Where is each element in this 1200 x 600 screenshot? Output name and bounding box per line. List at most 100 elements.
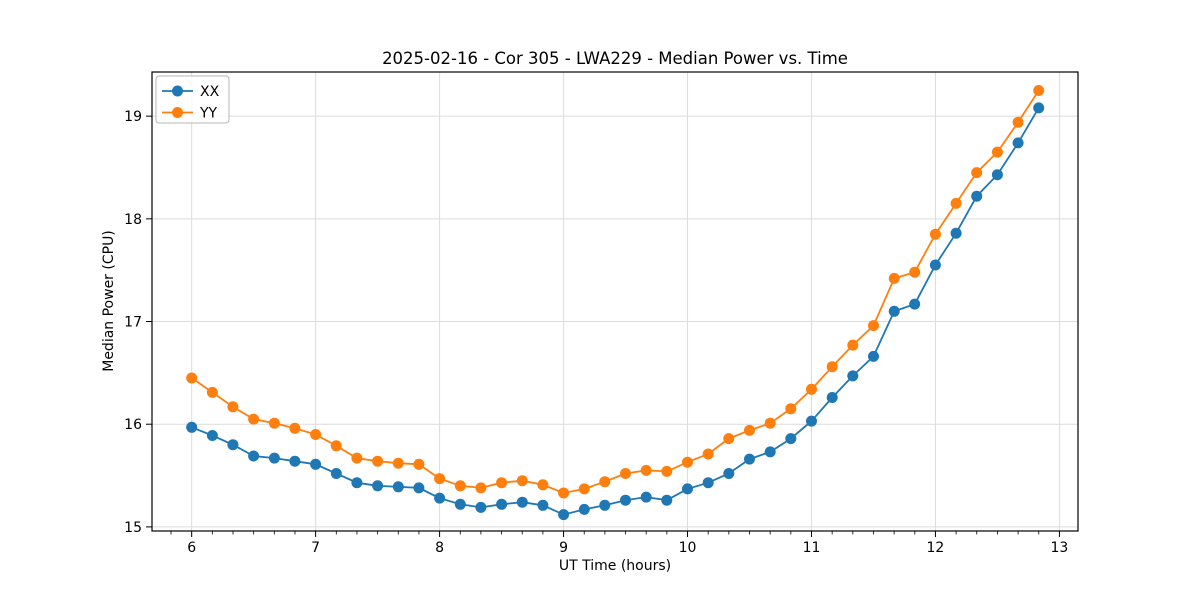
data-point-yy [248,413,260,425]
data-point-yy [558,487,570,499]
data-point-xx [847,370,859,382]
y-tick-label: 18 [124,212,142,228]
data-point-yy [991,146,1003,158]
data-point-xx [289,455,301,467]
data-point-xx [723,468,735,479]
data-point-yy [971,167,983,179]
data-point-yy [351,452,363,464]
data-point-xx [392,481,404,493]
data-point-xx [227,439,239,451]
data-point-yy [289,422,301,434]
data-point-yy [640,464,652,476]
data-point-yy [702,448,714,460]
data-point-yy [888,272,900,284]
data-point-yy [578,483,590,495]
data-point-xx [268,452,280,464]
data-point-xx [785,433,797,445]
data-point-yy [1012,116,1024,128]
data-point-yy [537,479,549,491]
x-tick-label: 12 [927,540,945,556]
data-point-yy [599,476,611,488]
data-point-xx [558,509,570,521]
data-point-yy [929,228,941,240]
legend-marker [172,85,183,97]
x-tick-label: 6 [187,540,196,556]
data-point-xx [186,421,198,433]
x-tick-label: 9 [559,540,568,556]
x-tick-label: 13 [1050,540,1068,556]
data-point-yy [330,440,342,452]
y-tick-label: 17 [124,315,142,331]
data-point-xx [454,498,466,510]
data-point-xx [991,169,1003,181]
x-tick-label: 11 [803,540,821,556]
data-point-xx [702,477,714,489]
data-point-xx [372,480,384,492]
x-tick-label: 10 [679,540,697,556]
data-point-xx [888,305,900,317]
data-point-xx [929,259,941,271]
x-tick-label: 8 [435,540,444,556]
x-tick-label: 7 [311,540,320,556]
data-point-xx [413,482,425,494]
data-point-xx [434,492,446,504]
data-point-xx [475,501,487,513]
data-point-yy [868,320,879,332]
data-point-xx [1012,137,1024,149]
data-point-xx [950,227,962,239]
series-line-xx [191,107,1040,516]
data-point-yy [806,383,817,395]
legend-label: XX [200,84,220,100]
data-point-yy [785,403,797,415]
y-axis-label: Median Power (CPU) [101,230,117,372]
data-point-yy [620,468,631,479]
data-point-yy [847,339,859,351]
data-point-xx [599,499,611,511]
data-point-yy [310,429,322,440]
data-point-yy [909,266,921,278]
data-point-yy [475,482,487,494]
data-point-yy [744,424,755,436]
data-point-xx [744,453,755,465]
data-point-yy [516,475,528,487]
y-tick-label: 16 [124,417,142,433]
data-point-yy [392,457,404,469]
data-point-yy [454,480,466,492]
data-point-yy [413,458,425,470]
y-tick-label: 15 [124,520,142,536]
data-point-xx [1033,102,1045,114]
chart-title: 2025-02-16 - Cor 305 - LWA229 - Median P… [382,49,848,68]
data-point-yy [764,417,776,429]
data-point-yy [950,197,962,209]
data-point-xx [764,446,776,458]
data-point-xx [537,499,549,511]
data-point-xx [806,415,817,427]
data-point-yy [434,473,446,485]
x-axis-label: UT Time (hours) [559,558,671,574]
data-point-xx [206,430,218,441]
data-point-xx [620,494,631,506]
data-point-xx [661,494,673,506]
legend-marker [172,107,183,118]
data-point-xx [826,392,838,403]
data-point-xx [248,450,260,462]
plot-border [151,71,1079,532]
data-point-yy [1033,85,1045,96]
data-point-yy [268,417,280,429]
data-point-xx [971,190,983,202]
data-point-yy [206,386,218,398]
data-point-yy [826,361,838,373]
data-point-yy [496,477,508,489]
data-point-xx [516,496,528,508]
legend-label: YY [199,106,218,122]
data-point-yy [227,401,239,413]
data-point-xx [496,498,508,510]
data-point-xx [310,458,322,470]
data-point-xx [578,503,590,515]
data-point-xx [351,477,363,489]
data-point-yy [661,465,673,477]
data-point-xx [330,468,342,479]
data-point-xx [682,483,693,495]
data-point-yy [682,456,693,468]
